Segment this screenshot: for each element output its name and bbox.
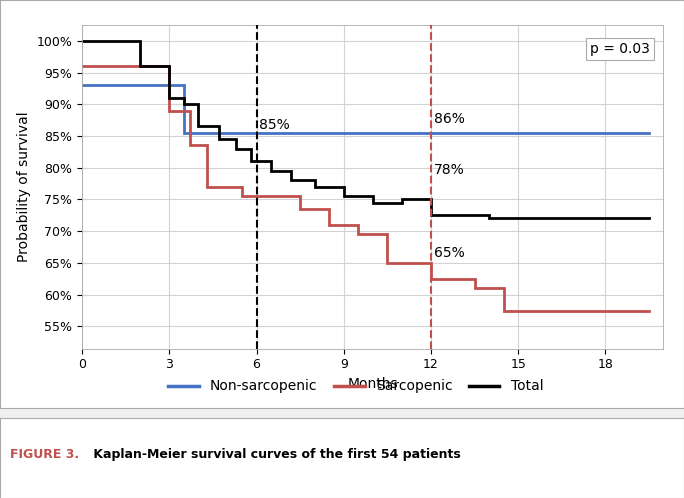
Legend: Non-sarcopenic, Sarcopenic, Total: Non-sarcopenic, Sarcopenic, Total <box>163 374 549 399</box>
Text: 85%: 85% <box>259 118 290 132</box>
Text: 65%: 65% <box>434 246 464 260</box>
Y-axis label: Probability of survival: Probability of survival <box>17 112 31 262</box>
Text: FIGURE 3.: FIGURE 3. <box>10 448 79 461</box>
Text: 78%: 78% <box>434 162 464 177</box>
Text: Kaplan-Meier survival curves of the first 54 patients: Kaplan-Meier survival curves of the firs… <box>89 448 460 461</box>
Text: 86%: 86% <box>434 112 464 126</box>
Text: p = 0.03: p = 0.03 <box>590 42 650 56</box>
X-axis label: Months: Months <box>347 377 398 391</box>
